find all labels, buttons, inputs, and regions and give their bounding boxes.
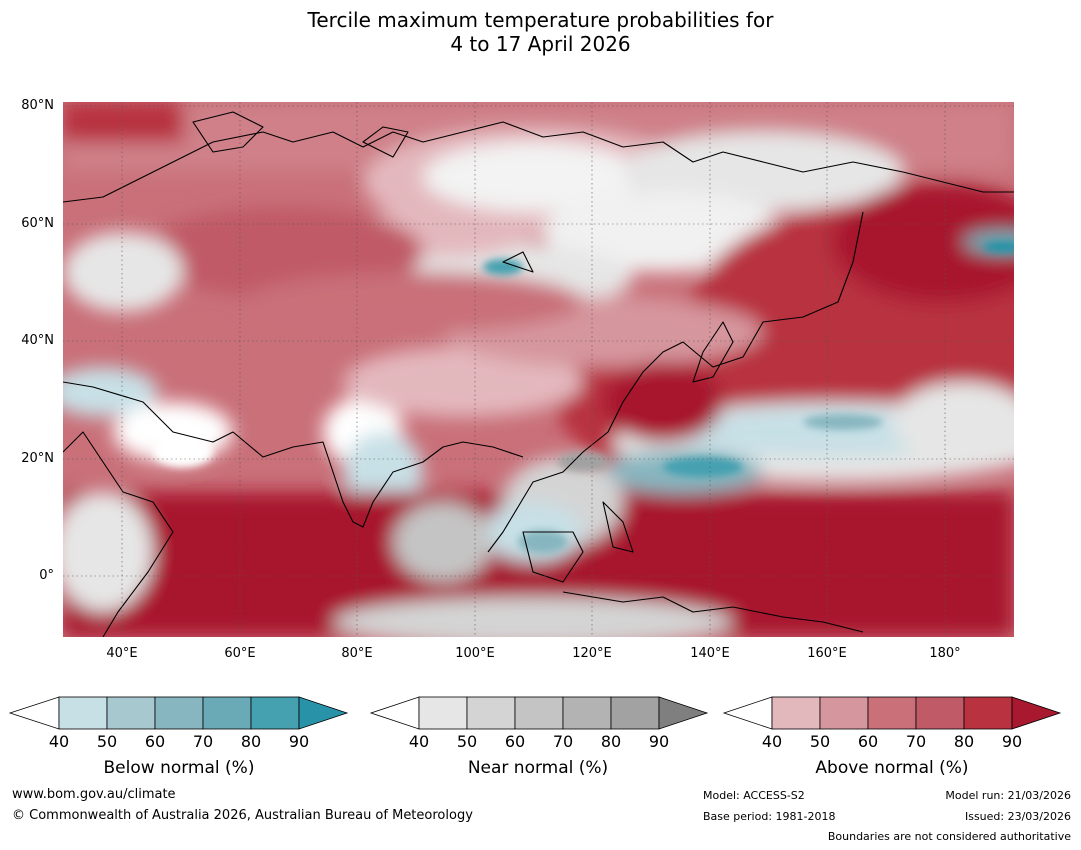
above-colorbar-segment [867, 696, 917, 730]
below-colorbar-low-extension [8, 696, 60, 730]
below-colorbar-tick: 70 [192, 732, 214, 751]
above-colorbar-tick: 80 [953, 732, 975, 751]
lat-label-80n: 80°N [21, 98, 54, 113]
near-colorbar-low-extension [369, 696, 420, 730]
near-normal-label: Near normal (%) [467, 758, 609, 778]
below-colorbar-tick: 90 [288, 732, 310, 751]
near-colorbar-segment [562, 696, 612, 730]
footer-model: Model: ACCESS-S2 [703, 789, 805, 802]
above-colorbar-tick: 60 [857, 732, 879, 751]
footer-copyright: © Commonwealth of Australia 2026, Austra… [12, 808, 473, 823]
footer-boundaries: Boundaries are not considered authoritat… [827, 830, 1071, 843]
chart-title: Tercile maximum temperature probabilitie… [0, 8, 1081, 56]
below-colorbar-tick: 60 [144, 732, 166, 751]
below-colorbar-segment [154, 696, 204, 730]
near-colorbar-segment [514, 696, 564, 730]
lat-label-20n: 20°N [21, 451, 54, 466]
coastlines [63, 111, 1014, 637]
above-colorbar-tick: 50 [809, 732, 831, 751]
probability-details [153, 241, 1014, 554]
near-colorbar-tick: 60 [504, 732, 526, 751]
near-colorbar-tick: 90 [648, 732, 670, 751]
title-line-1: Tercile maximum temperature probabilitie… [307, 8, 774, 32]
above-normal-label: Above normal (%) [815, 758, 969, 778]
above-colorbar-segment [915, 696, 965, 730]
near-colorbar-tick: 40 [408, 732, 430, 751]
colorbars [8, 696, 1062, 730]
above-colorbar-low-extension [722, 696, 773, 730]
lat-label-0: 0° [39, 568, 54, 583]
above-colorbar-tick: 90 [1001, 732, 1023, 751]
lat-label-40n: 40°N [21, 333, 54, 348]
below-colorbar-segment [106, 696, 156, 730]
lon-label-40e: 40°E [106, 646, 138, 661]
graticule [63, 102, 1014, 637]
below-colorbar-tick: 80 [240, 732, 262, 751]
lon-label-100e: 100°E [455, 646, 495, 661]
footer-model-run: Model run: 21/03/2026 [945, 789, 1071, 802]
near-colorbar-tick: 80 [600, 732, 622, 751]
near-colorbar-tick: 50 [456, 732, 478, 751]
below-colorbar-tick: 50 [96, 732, 118, 751]
lon-label-120e: 120°E [572, 646, 612, 661]
lat-label-60n: 60°N [21, 216, 54, 231]
above-colorbar-high-extension [1011, 696, 1062, 730]
title-line-2: 4 to 17 April 2026 [450, 32, 631, 56]
near-colorbar-segment [610, 696, 660, 730]
near-colorbar-segment [466, 696, 516, 730]
probability-map [63, 102, 1014, 637]
near-colorbar-tick: 70 [552, 732, 574, 751]
near-colorbar-segment [418, 696, 468, 730]
below-colorbar-segment [202, 696, 252, 730]
lon-label-60e: 60°E [224, 646, 256, 661]
lon-label-140e: 140°E [690, 646, 730, 661]
above-colorbar-tick: 40 [761, 732, 783, 751]
near-colorbar-high-extension [658, 696, 709, 730]
above-colorbar-segment [963, 696, 1013, 730]
footer-issued: Issued: 23/03/2026 [964, 810, 1071, 823]
below-colorbar-tick: 40 [48, 732, 70, 751]
probability-fields [63, 102, 1014, 637]
above-colorbar-tick: 70 [905, 732, 927, 751]
lon-label-80e: 80°E [341, 646, 373, 661]
below-colorbar-segment [58, 696, 108, 730]
below-colorbar-segment [250, 696, 300, 730]
above-colorbar-segment [819, 696, 869, 730]
footer-base-period: Base period: 1981-2018 [703, 810, 836, 823]
lon-label-180: 180° [929, 646, 961, 661]
footer-url: www.bom.gov.au/climate [12, 787, 176, 802]
lon-label-160e: 160°E [807, 646, 847, 661]
below-colorbar-high-extension [298, 696, 349, 730]
above-colorbar-segment [771, 696, 821, 730]
below-normal-label: Below normal (%) [103, 758, 255, 778]
